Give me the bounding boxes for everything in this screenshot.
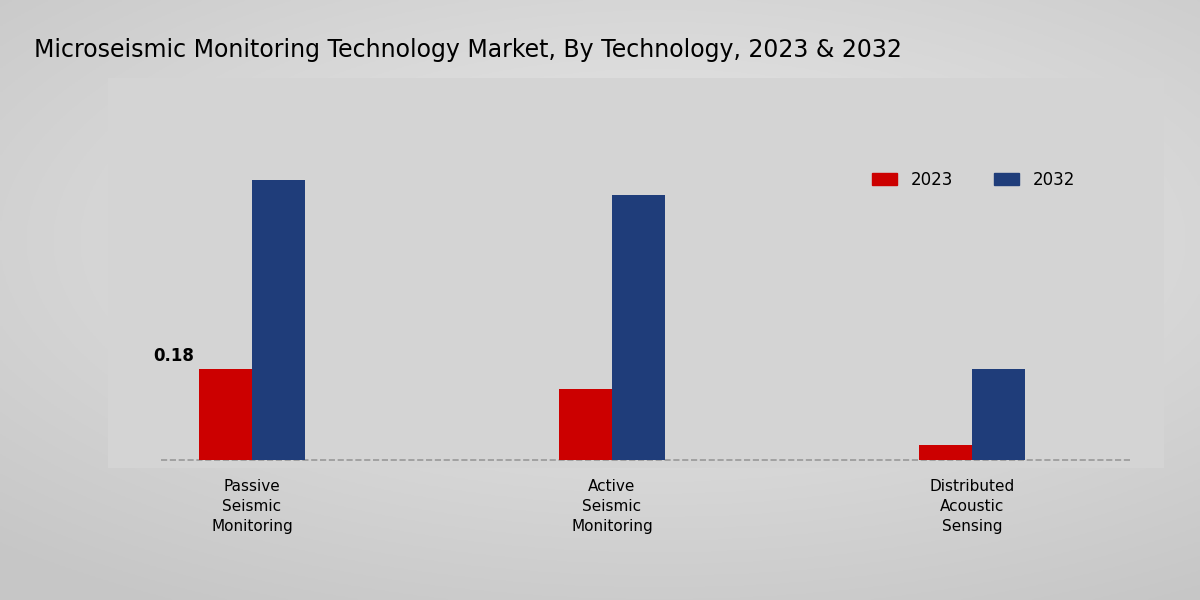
- Text: Microseismic Monitoring Technology Market, By Technology, 2023 & 2032: Microseismic Monitoring Technology Marke…: [34, 38, 902, 62]
- Legend: 2023, 2032: 2023, 2032: [865, 164, 1081, 196]
- Bar: [612, 195, 665, 460]
- Bar: [919, 445, 972, 460]
- Bar: [972, 368, 1025, 460]
- Bar: [252, 180, 305, 460]
- Bar: [559, 389, 612, 460]
- Bar: [199, 368, 252, 460]
- Text: 0.18: 0.18: [154, 347, 194, 365]
